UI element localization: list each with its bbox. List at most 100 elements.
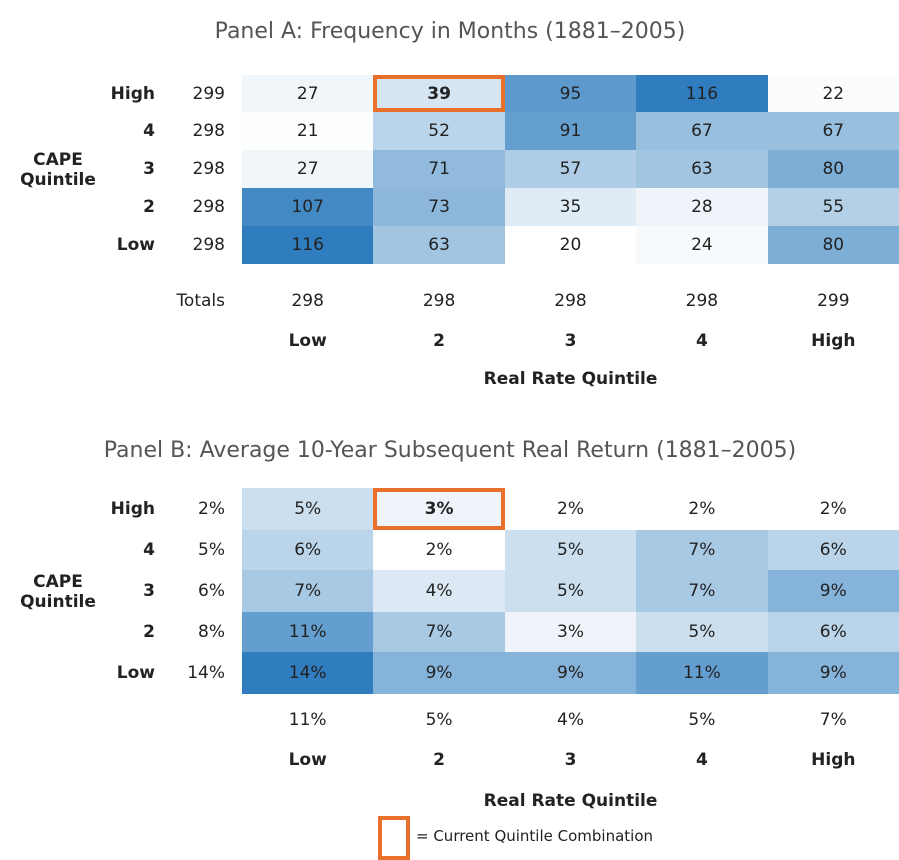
heat-cell: 27 — [242, 150, 374, 188]
heat-cell: 67 — [767, 112, 899, 150]
column-total: 298 — [291, 291, 324, 311]
panel-title: Panel B: Average 10-Year Subsequent Real… — [103, 438, 797, 463]
heat-cell: 107 — [242, 188, 374, 226]
column-label: 4 — [695, 750, 708, 770]
heat-cell: 3% — [504, 612, 637, 652]
column-total: 5% — [688, 710, 716, 730]
row-label: Low — [116, 663, 155, 683]
heat-cell: 9% — [504, 652, 637, 694]
heat-cell: 116 — [242, 226, 374, 264]
row-total: 298 — [192, 197, 225, 217]
heat-cell: 4% — [373, 570, 505, 612]
row-label: 4 — [143, 540, 155, 560]
column-total: 7% — [819, 710, 847, 730]
heat-cell: 39 — [373, 75, 505, 112]
column-total: 5% — [425, 710, 453, 730]
heat-cell: 63 — [636, 150, 768, 188]
heat-cell: 71 — [373, 150, 505, 188]
heat-cell: 63 — [373, 226, 505, 264]
column-total: 4% — [557, 710, 584, 730]
column-total: 298 — [422, 291, 456, 311]
row-label: Low — [116, 235, 155, 255]
row-label: 3 — [143, 581, 155, 601]
column-label: 3 — [564, 331, 577, 351]
row-label: High — [110, 83, 155, 104]
heat-cell: 73 — [373, 188, 505, 226]
heat-cell: 95 — [504, 75, 637, 112]
heat-cell: 28 — [636, 188, 768, 226]
heat-cell: 3% — [373, 488, 505, 530]
heat-cell: 6% — [767, 530, 899, 570]
heat-cell: 7% — [373, 612, 505, 652]
column-label: High — [811, 750, 856, 770]
column-label: High — [811, 331, 856, 351]
current-highlight — [373, 488, 505, 530]
heat-cell: 91 — [504, 112, 637, 150]
heat-cell: 7% — [636, 570, 768, 612]
heat-cell: 5% — [242, 488, 374, 530]
row-total: 298 — [192, 235, 225, 255]
column-total: 299 — [817, 291, 850, 311]
heat-cell: 5% — [636, 612, 768, 652]
legend-swatch — [378, 816, 410, 860]
heat-cell: 27 — [242, 75, 374, 112]
heat-cell: 14% — [242, 652, 374, 694]
heat-cell: 116 — [636, 75, 768, 112]
heat-cell: 7% — [242, 570, 374, 612]
panel-title: Panel A: Frequency in Months (1881–2005) — [214, 19, 686, 44]
heat-cell: 57 — [504, 150, 637, 188]
column-axis-label: Real Rate Quintile — [483, 369, 658, 389]
column-label: 3 — [564, 750, 577, 770]
column-total: 298 — [685, 291, 719, 311]
row-label: 3 — [143, 159, 155, 179]
heat-cell: 11% — [636, 652, 768, 694]
row-label: High — [110, 499, 155, 519]
column-label: Low — [288, 331, 327, 351]
row-label: 4 — [143, 121, 155, 141]
column-label: 2 — [433, 750, 446, 770]
heat-cell: 24 — [636, 226, 768, 264]
legend-text: = Current Quintile Combination — [416, 827, 654, 845]
column-label: 2 — [433, 331, 446, 351]
heat-cell: 6% — [242, 530, 374, 570]
column-label: Low — [288, 750, 327, 770]
column-axis-label: Real Rate Quintile — [483, 791, 658, 811]
row-label: 2 — [143, 622, 155, 642]
heat-cell: 5% — [504, 530, 637, 570]
row-total: 5% — [198, 540, 225, 560]
heat-cell: 2% — [767, 488, 899, 530]
totals-label: Totals — [176, 291, 225, 311]
heat-cell: 9% — [767, 652, 899, 694]
column-total: 298 — [554, 291, 587, 311]
current-highlight — [373, 75, 505, 112]
heat-cell: 5% — [504, 570, 637, 612]
row-axis-label: CAPE Quintile — [20, 572, 96, 612]
heat-cell: 35 — [504, 188, 637, 226]
heat-cell: 80 — [767, 226, 899, 264]
heat-cell: 6% — [767, 612, 899, 652]
heat-cell: 52 — [373, 112, 505, 150]
heat-cell: 7% — [636, 530, 768, 570]
row-total: 299 — [192, 83, 225, 104]
row-total: 14% — [187, 663, 225, 683]
row-label: 2 — [143, 197, 155, 217]
heat-cell: 55 — [767, 188, 899, 226]
row-total: 8% — [198, 622, 225, 642]
heat-cell: 11% — [242, 612, 374, 652]
heat-cell: 9% — [767, 570, 899, 612]
row-total: 298 — [192, 121, 225, 141]
heat-cell: 80 — [767, 150, 899, 188]
heat-cell: 22 — [767, 75, 899, 112]
heat-cell: 9% — [373, 652, 505, 694]
column-total: 11% — [288, 710, 327, 730]
row-axis-label: CAPE Quintile — [20, 150, 96, 190]
heat-cell: 20 — [504, 226, 637, 264]
heat-cell: 2% — [636, 488, 768, 530]
heat-cell: 2% — [504, 488, 637, 530]
heat-cell: 67 — [636, 112, 768, 150]
column-label: 4 — [695, 331, 708, 351]
heat-cell: 21 — [242, 112, 374, 150]
row-total: 2% — [198, 499, 225, 519]
row-total: 298 — [192, 159, 225, 179]
